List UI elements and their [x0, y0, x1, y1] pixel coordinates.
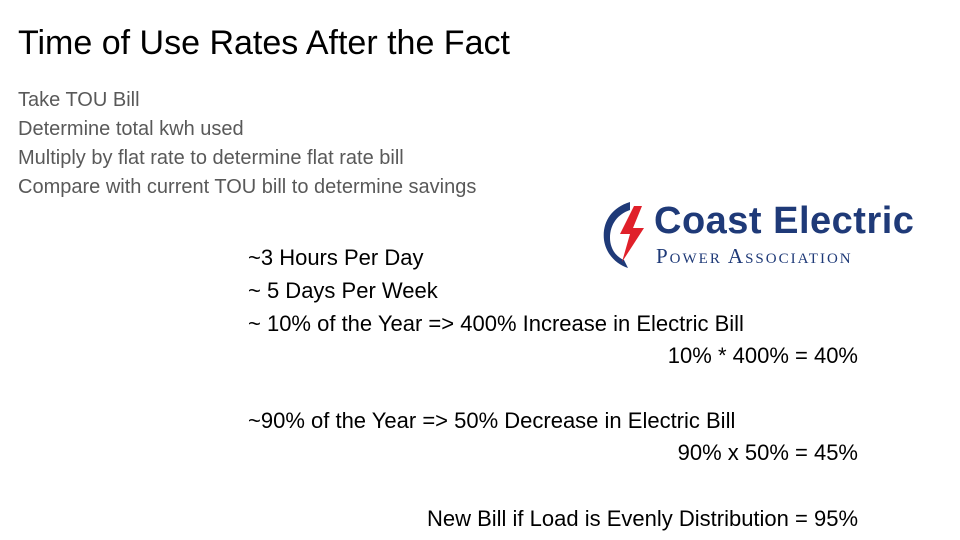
- calc-line: ~3 Hours Per Day: [248, 245, 424, 270]
- bullet-item: Compare with current TOU bill to determi…: [18, 176, 477, 198]
- calc-line: ~90% of the Year => 50% Decrease in Elec…: [248, 408, 736, 433]
- bullet-item: Multiply by flat rate to determine flat …: [18, 147, 404, 169]
- calc-total: New Bill if Load is Evenly Distribution …: [426, 506, 858, 531]
- lightning-bolt-icon: [603, 202, 644, 268]
- calc-result: 10% * 400% = 40%: [667, 343, 858, 368]
- calc-result: 90% x 50% = 45%: [677, 440, 858, 465]
- calc-line: ~ 5 Days Per Week: [248, 278, 438, 303]
- calc-line: ~ 10% of the Year => 400% Increase in El…: [248, 311, 744, 336]
- coast-electric-logo: Coast Electric Power Association: [600, 198, 930, 280]
- bullet-item: Determine total kwh used: [18, 118, 244, 140]
- bullet-list: Take TOU Bill Determine total kwh used M…: [18, 86, 476, 202]
- logo-name: Coast Electric: [654, 200, 915, 242]
- slide-title: Time of Use Rates After the Fact: [18, 24, 510, 62]
- bullet-item: Take TOU Bill: [18, 89, 140, 111]
- logo-subtitle: Power Association: [656, 244, 853, 268]
